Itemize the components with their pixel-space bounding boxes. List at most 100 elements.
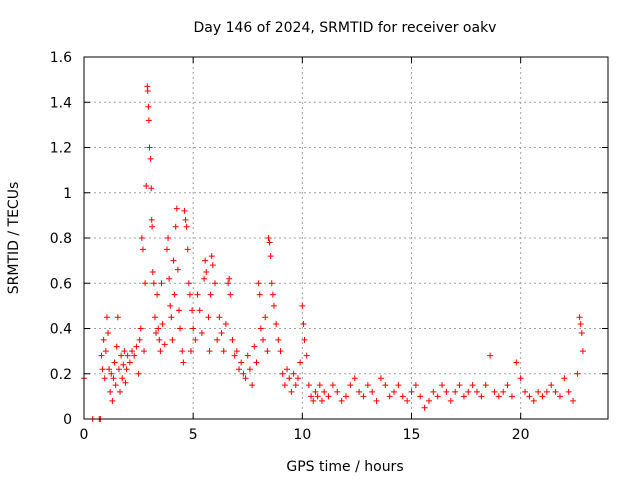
- data-point: [158, 280, 165, 287]
- y-axis-label: SRMTID / TECUs: [6, 182, 22, 295]
- data-point: [236, 366, 243, 373]
- data-point: [530, 397, 537, 404]
- data-point: [495, 393, 502, 400]
- data-point: [356, 388, 363, 395]
- data-point: [577, 320, 584, 327]
- data-point: [246, 366, 253, 373]
- data-point: [115, 366, 122, 373]
- data-point: [240, 370, 247, 377]
- data-point: [198, 330, 205, 337]
- data-point: [102, 348, 109, 355]
- data-point: [526, 393, 533, 400]
- data-point: [281, 382, 288, 389]
- data-point: [482, 382, 489, 389]
- data-point: [556, 393, 563, 400]
- data-point: [399, 393, 406, 400]
- data-point: [275, 336, 282, 343]
- y-tick-label: 0.2: [50, 367, 72, 383]
- data-point: [138, 235, 145, 241]
- data-point: [206, 348, 213, 355]
- data-point: [561, 375, 568, 382]
- data-point: [166, 275, 173, 282]
- data-point: [194, 291, 201, 298]
- data-point: [136, 336, 143, 343]
- y-tick-label: 0.8: [50, 231, 72, 247]
- data-point: [576, 314, 583, 321]
- data-point: [121, 348, 128, 355]
- y-tick-label: 1.4: [50, 95, 72, 111]
- data-point: [205, 314, 212, 321]
- data-point: [513, 359, 520, 366]
- data-point: [145, 117, 152, 124]
- data-point: [216, 314, 223, 321]
- data-point: [264, 348, 271, 355]
- data-point: [148, 185, 155, 192]
- data-point: [452, 388, 459, 395]
- data-point: [308, 393, 315, 400]
- data-point: [257, 325, 264, 332]
- data-point: [161, 341, 168, 348]
- data-point: [395, 382, 402, 389]
- data-point: [201, 275, 208, 282]
- data-points: [81, 83, 586, 422]
- data-point: [535, 388, 542, 395]
- data-point: [167, 302, 174, 309]
- data-point: [154, 291, 161, 298]
- x-axis-label: GPS time / hours: [286, 459, 403, 475]
- data-point: [182, 216, 189, 223]
- data-point: [382, 382, 389, 389]
- data-point: [179, 348, 186, 355]
- data-point: [233, 348, 240, 355]
- data-point: [103, 314, 110, 321]
- data-point: [249, 382, 256, 389]
- data-point: [391, 388, 398, 395]
- data-point: [180, 359, 187, 366]
- data-point: [465, 388, 472, 395]
- data-point: [220, 348, 227, 355]
- data-point: [364, 382, 371, 389]
- data-point: [110, 375, 117, 382]
- data-point: [113, 343, 120, 350]
- data-point: [202, 257, 209, 264]
- data-point: [460, 393, 467, 400]
- data-point: [351, 375, 358, 382]
- data-point: [174, 266, 181, 273]
- data-point: [421, 404, 428, 411]
- data-point: [242, 375, 249, 382]
- data-point: [300, 320, 307, 327]
- data-point: [256, 291, 263, 298]
- data-point: [214, 336, 221, 343]
- data-point: [106, 366, 113, 373]
- x-tick-label: 10: [293, 427, 311, 443]
- data-point: [170, 257, 177, 264]
- data-point: [552, 388, 559, 395]
- data-point: [266, 239, 273, 246]
- data-point: [347, 382, 354, 389]
- data-point: [148, 216, 155, 223]
- data-point: [118, 352, 125, 359]
- data-point: [279, 370, 286, 377]
- data-point: [290, 370, 297, 377]
- data-point: [175, 307, 182, 314]
- y-tick-label: 1: [63, 186, 72, 202]
- data-point: [123, 366, 130, 373]
- data-point: [253, 359, 260, 366]
- data-point: [305, 382, 312, 389]
- data-point: [153, 330, 160, 337]
- y-tick-label: 0.6: [50, 276, 72, 292]
- data-point: [144, 87, 151, 94]
- data-point: [157, 348, 164, 355]
- data-point: [329, 382, 336, 389]
- data-point: [434, 393, 441, 400]
- data-point: [155, 325, 162, 332]
- data-point: [456, 382, 463, 389]
- data-point: [297, 359, 304, 366]
- data-point: [225, 280, 232, 287]
- data-point: [439, 382, 446, 389]
- data-point: [316, 382, 323, 389]
- data-point: [412, 382, 419, 389]
- data-point: [244, 352, 251, 359]
- data-point: [120, 361, 127, 368]
- data-point: [260, 336, 267, 343]
